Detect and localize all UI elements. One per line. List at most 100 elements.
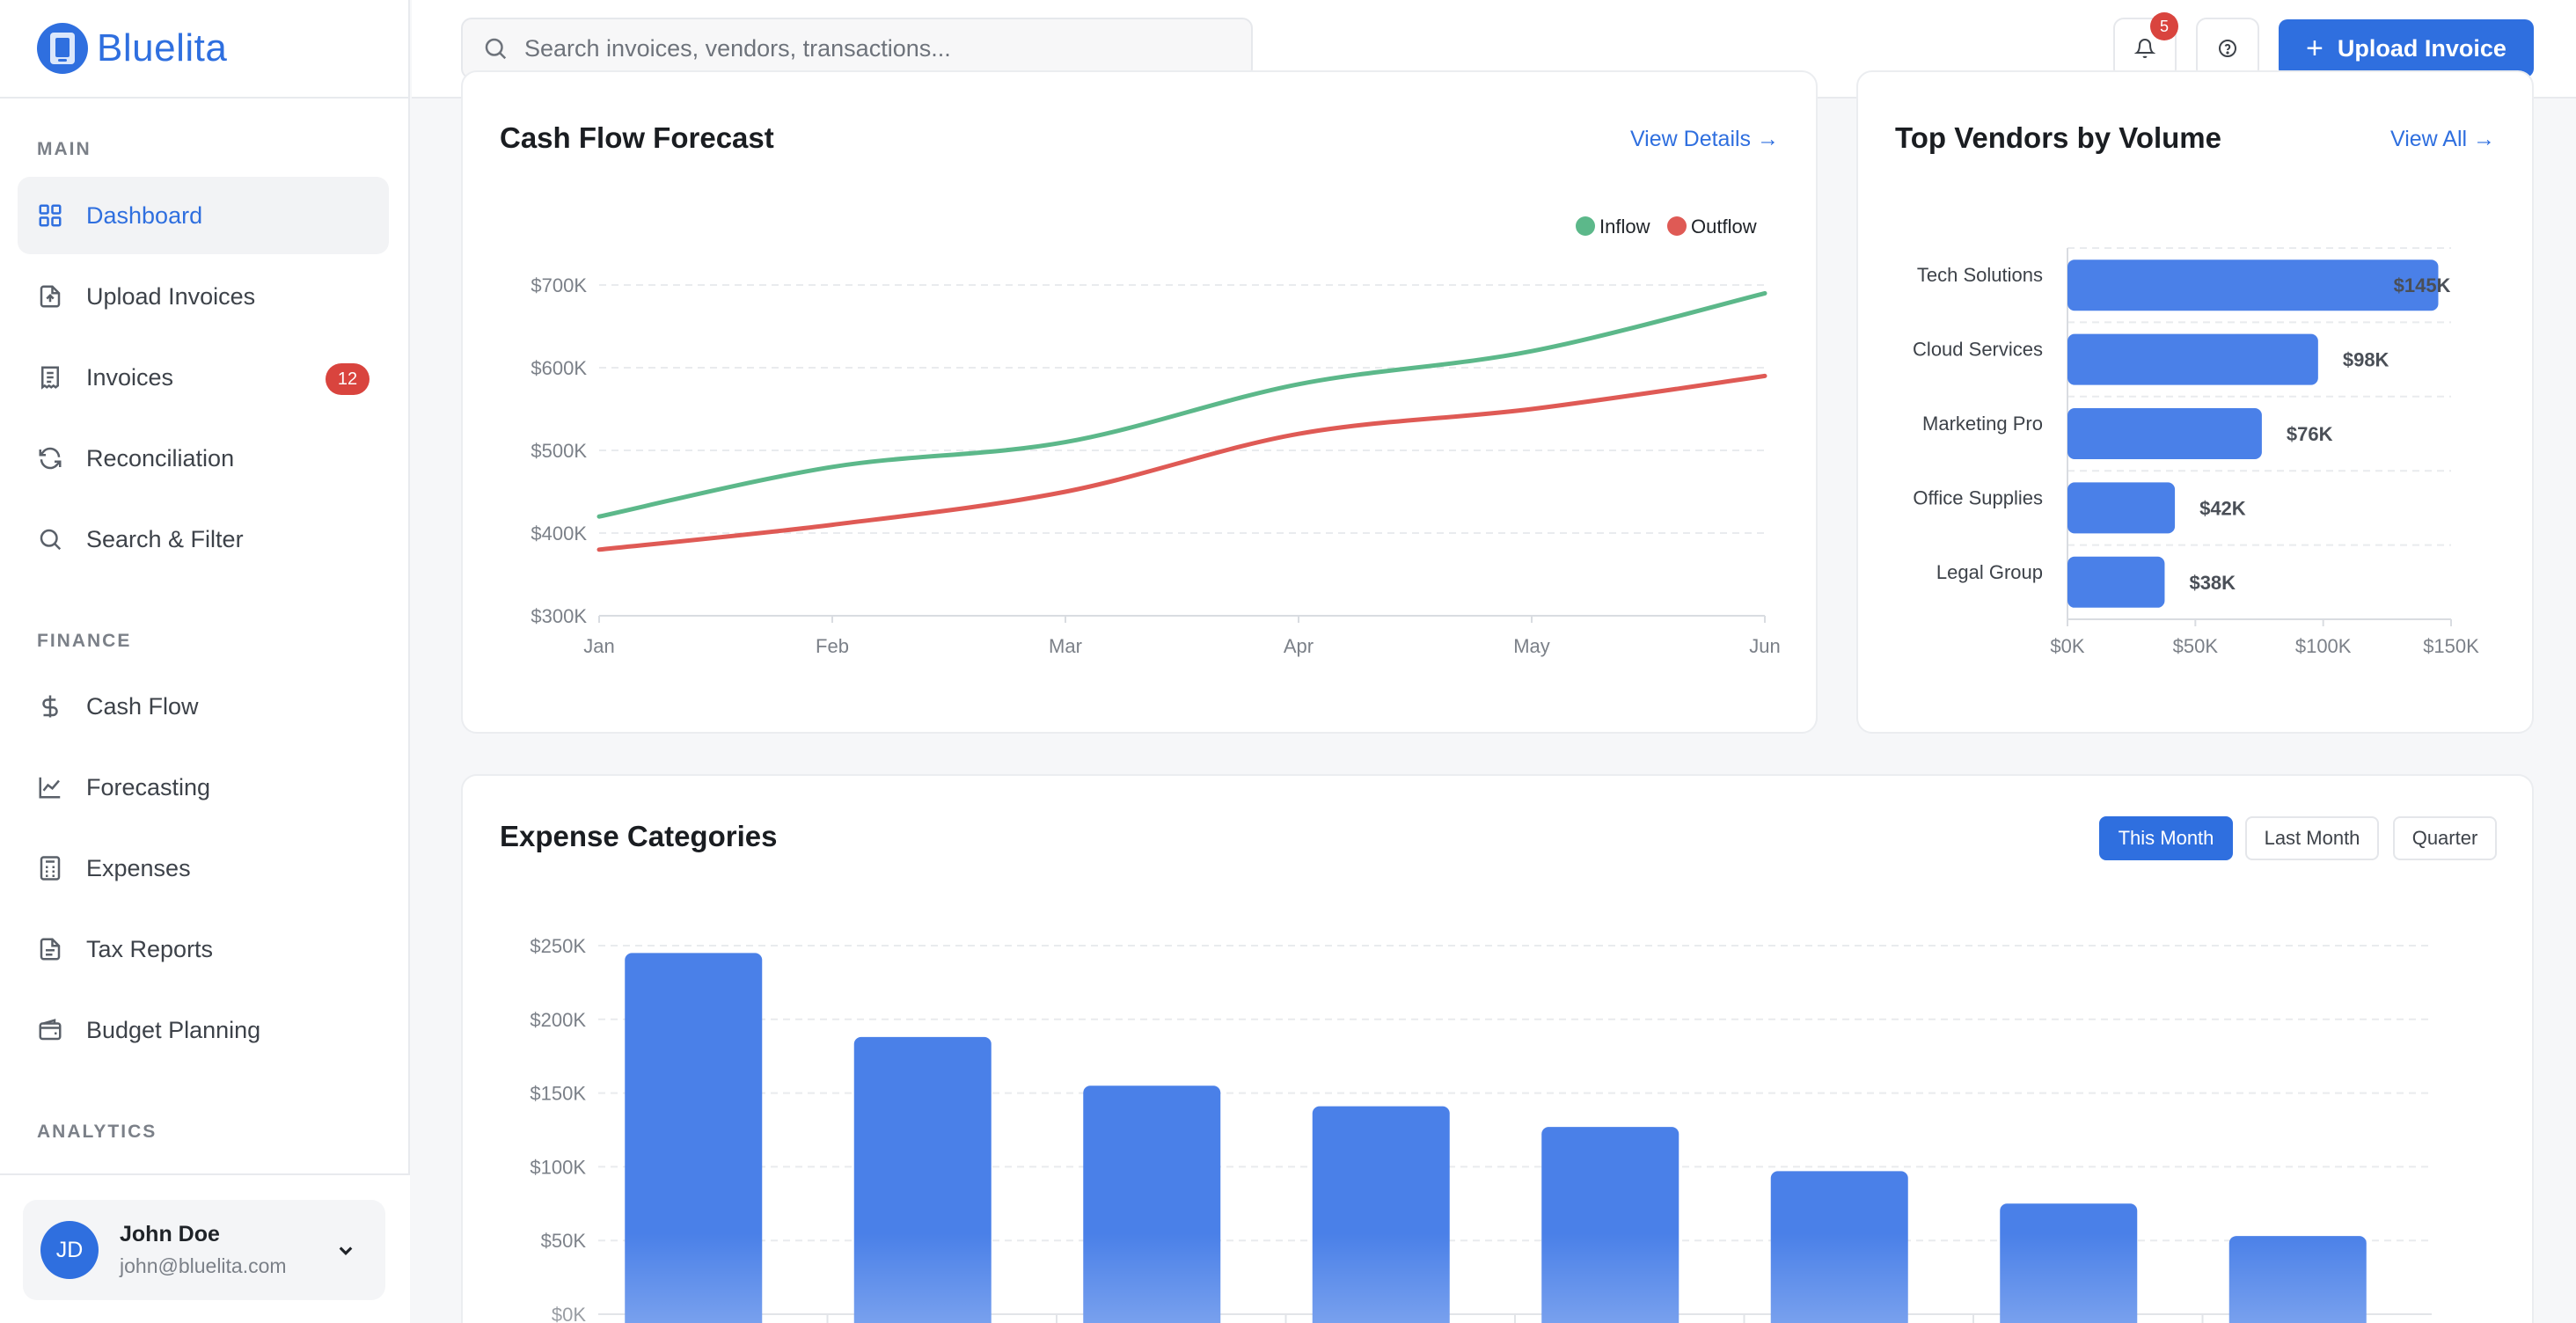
brand: Bluelita — [0, 0, 408, 99]
grid-icon — [37, 202, 63, 229]
vendor-label: Legal Group — [1936, 561, 2043, 583]
nav-invoices[interactable]: Invoices 12 — [18, 339, 389, 416]
nav-label: Invoices — [86, 363, 174, 391]
help-icon — [2219, 40, 2236, 57]
y-tick-label: $500K — [531, 440, 587, 462]
cash-flow-title: Cash Flow Forecast — [500, 121, 774, 154]
nav-label: Cash Flow — [86, 692, 199, 720]
vendor-label: Cloud Services — [1913, 339, 2043, 361]
vendor-label: Marketing Pro — [1922, 413, 2043, 435]
vendor-bar[interactable] — [2067, 408, 2262, 459]
legend-outflow-label[interactable]: Outflow — [1691, 216, 1757, 238]
x-tick-label: $100K — [2295, 635, 2352, 657]
vendor-bar[interactable] — [2067, 556, 2165, 608]
x-tick-label: May — [1513, 635, 1550, 657]
calculator-icon — [37, 855, 63, 881]
refresh-icon — [37, 445, 63, 471]
x-tick-label: Mar — [1049, 635, 1082, 657]
cash-flow-chart: $300K $400K $500K $600K $700K Jan Feb Mar Apr May… — [531, 216, 1780, 657]
bottom-fade — [463, 1233, 2532, 1323]
top-vendors-title: Top Vendors by Volume — [1895, 121, 2221, 154]
chevron-down-icon — [339, 1246, 353, 1255]
y-tick-label: $150K — [530, 1083, 586, 1105]
y-tick-label: $100K — [530, 1156, 586, 1178]
vendor-bar[interactable] — [2067, 482, 2176, 534]
legend-inflow-label[interactable]: Inflow — [1599, 216, 1650, 238]
avatar: JD — [40, 1221, 99, 1279]
filter-quarter[interactable]: Quarter — [2393, 816, 2497, 860]
sidebar-footer: JD John Doe john@bluelita.com — [0, 1173, 410, 1323]
upload-invoice-button[interactable]: + Upload Invoice — [2279, 19, 2534, 77]
top-vendors-chart: $0K $50K $100K $150K Tech Solutions $145K Clou… — [1913, 247, 2479, 657]
user-menu[interactable]: JD John Doe john@bluelita.com — [23, 1200, 385, 1300]
nav-label: Budget Planning — [86, 1016, 261, 1043]
plus-icon: + — [2306, 32, 2324, 65]
legend-outflow-swatch — [1667, 216, 1687, 236]
vendor-bar[interactable] — [2067, 333, 2318, 385]
nav-label: Reconciliation — [86, 444, 235, 471]
top-header: 5 + Upload Invoice — [412, 0, 2576, 99]
nav-upload-invoices[interactable]: Upload Invoices — [18, 258, 389, 335]
nav-label: Dashboard — [86, 201, 203, 229]
y-tick-label: $600K — [531, 357, 587, 379]
expense-categories-title: Expense Categories — [500, 820, 778, 852]
nav-label: Expenses — [86, 854, 191, 881]
nav-tax-reports[interactable]: Tax Reports — [18, 910, 389, 988]
x-tick-label: Jan — [583, 635, 614, 657]
vendor-value-label: $145K — [2394, 274, 2451, 296]
filter-this-month[interactable]: This Month — [2099, 816, 2233, 860]
vendor-bar[interactable] — [2067, 259, 2439, 311]
dollar-icon — [37, 693, 63, 720]
cash-flow-card: Cash Flow Forecast View Details → $300K $… — [461, 70, 1818, 734]
y-tick-label: $400K — [531, 523, 587, 545]
upload-invoice-label: Upload Invoice — [2337, 34, 2506, 62]
series-line-outflow[interactable] — [596, 373, 1767, 552]
nav-expenses[interactable]: Expenses — [18, 830, 389, 907]
vendor-value-label: $98K — [2343, 349, 2389, 371]
vendor-label: Tech Solutions — [1917, 264, 2043, 286]
bell-icon — [2134, 39, 2155, 58]
notifications-button[interactable]: 5 — [2113, 12, 2178, 79]
x-tick-label: Apr — [1284, 635, 1314, 657]
nav-label: Upload Invoices — [86, 282, 256, 310]
file-upload-icon — [37, 283, 63, 310]
x-tick-label: $150K — [2423, 635, 2479, 657]
user-email: john@bluelita.com — [120, 1254, 287, 1277]
nav-reconciliation[interactable]: Reconciliation — [18, 420, 389, 497]
wallet-icon — [37, 1017, 63, 1043]
section-label-main: MAIN — [37, 139, 91, 159]
vendor-label: Office Supplies — [1913, 486, 2043, 508]
trend-icon — [37, 774, 63, 800]
expense-categories-chart: $0K$50K$100K$150K$200K$250K — [463, 935, 2532, 1323]
search-input[interactable] — [524, 34, 1228, 62]
view-all-link[interactable]: View All → — [2389, 127, 2495, 151]
sidebar: Bluelita MAIN Dashboard Upload Invoices … — [0, 0, 410, 1323]
filter-last-month[interactable]: Last Month — [2245, 816, 2379, 860]
view-details-link[interactable]: View Details → — [1629, 127, 1779, 151]
y-tick-label: $250K — [530, 935, 586, 957]
app-name[interactable]: Bluelita — [97, 26, 228, 69]
legend-inflow-swatch — [1576, 216, 1595, 236]
nav-cash-flow[interactable]: Cash Flow — [18, 668, 389, 745]
nav-dashboard[interactable]: Dashboard — [18, 177, 389, 254]
expense-categories-card: Expense Categories This Month Last Month… — [461, 774, 2534, 1323]
vendor-value-label: $42K — [2199, 497, 2246, 519]
vendor-value-label: $76K — [2287, 423, 2333, 445]
nav-search-filter[interactable]: Search & Filter — [18, 501, 389, 578]
nav-budget-planning[interactable]: Budget Planning — [18, 991, 389, 1069]
vendor-value-label: $38K — [2189, 572, 2236, 594]
nav-label: Forecasting — [86, 773, 211, 800]
logo-icon — [37, 23, 88, 74]
document-icon — [37, 936, 63, 962]
nav-forecasting[interactable]: Forecasting — [18, 749, 389, 826]
expense-bar[interactable] — [625, 953, 763, 1323]
y-tick-label: $300K — [531, 605, 587, 627]
y-tick-label: $200K — [530, 1009, 586, 1031]
notification-badge: 5 — [2150, 12, 2178, 40]
y-tick-label: $700K — [531, 274, 587, 296]
x-tick-label: Feb — [816, 635, 849, 657]
x-tick-label: $50K — [2173, 635, 2219, 657]
section-label-finance: FINANCE — [37, 631, 132, 651]
series-line-inflow[interactable] — [596, 290, 1767, 519]
search-icon — [37, 526, 63, 552]
